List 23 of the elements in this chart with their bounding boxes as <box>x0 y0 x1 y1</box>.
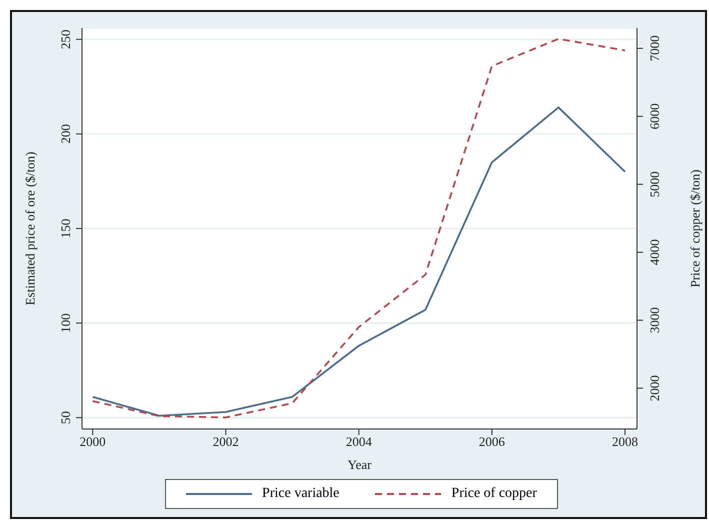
y-tick-label: 50 <box>58 411 73 424</box>
y2-tick-label: 3000 <box>647 307 662 334</box>
x-tick-label: 2004 <box>346 434 372 450</box>
y2-tick-label: 2000 <box>647 375 662 402</box>
y2-tick-label: 5000 <box>647 171 662 198</box>
y2-axis-title: Price of copper ($/ton) <box>688 169 703 288</box>
x-axis-title: Year <box>348 457 372 472</box>
x-tick-label: 2006 <box>478 434 506 450</box>
y2-tick-label: 7000 <box>647 35 662 62</box>
y-tick-label: 200 <box>58 124 73 144</box>
x-tick-label: 2000 <box>80 434 106 450</box>
line-series <box>92 106 626 417</box>
line-series <box>92 38 626 418</box>
x-tick-label: 2008 <box>612 434 638 450</box>
y-tick-label: 150 <box>58 218 73 238</box>
legend-label: Price of copper <box>451 486 537 502</box>
legend-label: Price variable <box>262 486 340 502</box>
y2-tick-label: 4000 <box>647 239 662 266</box>
x-tick-label: 2002 <box>212 434 239 450</box>
y-tick-label: 250 <box>58 30 73 50</box>
y-tick-label: 100 <box>58 313 73 333</box>
y-axis-title: Estimated price of ore ($/ton) <box>22 152 38 306</box>
y2-tick-label: 6000 <box>647 103 662 130</box>
